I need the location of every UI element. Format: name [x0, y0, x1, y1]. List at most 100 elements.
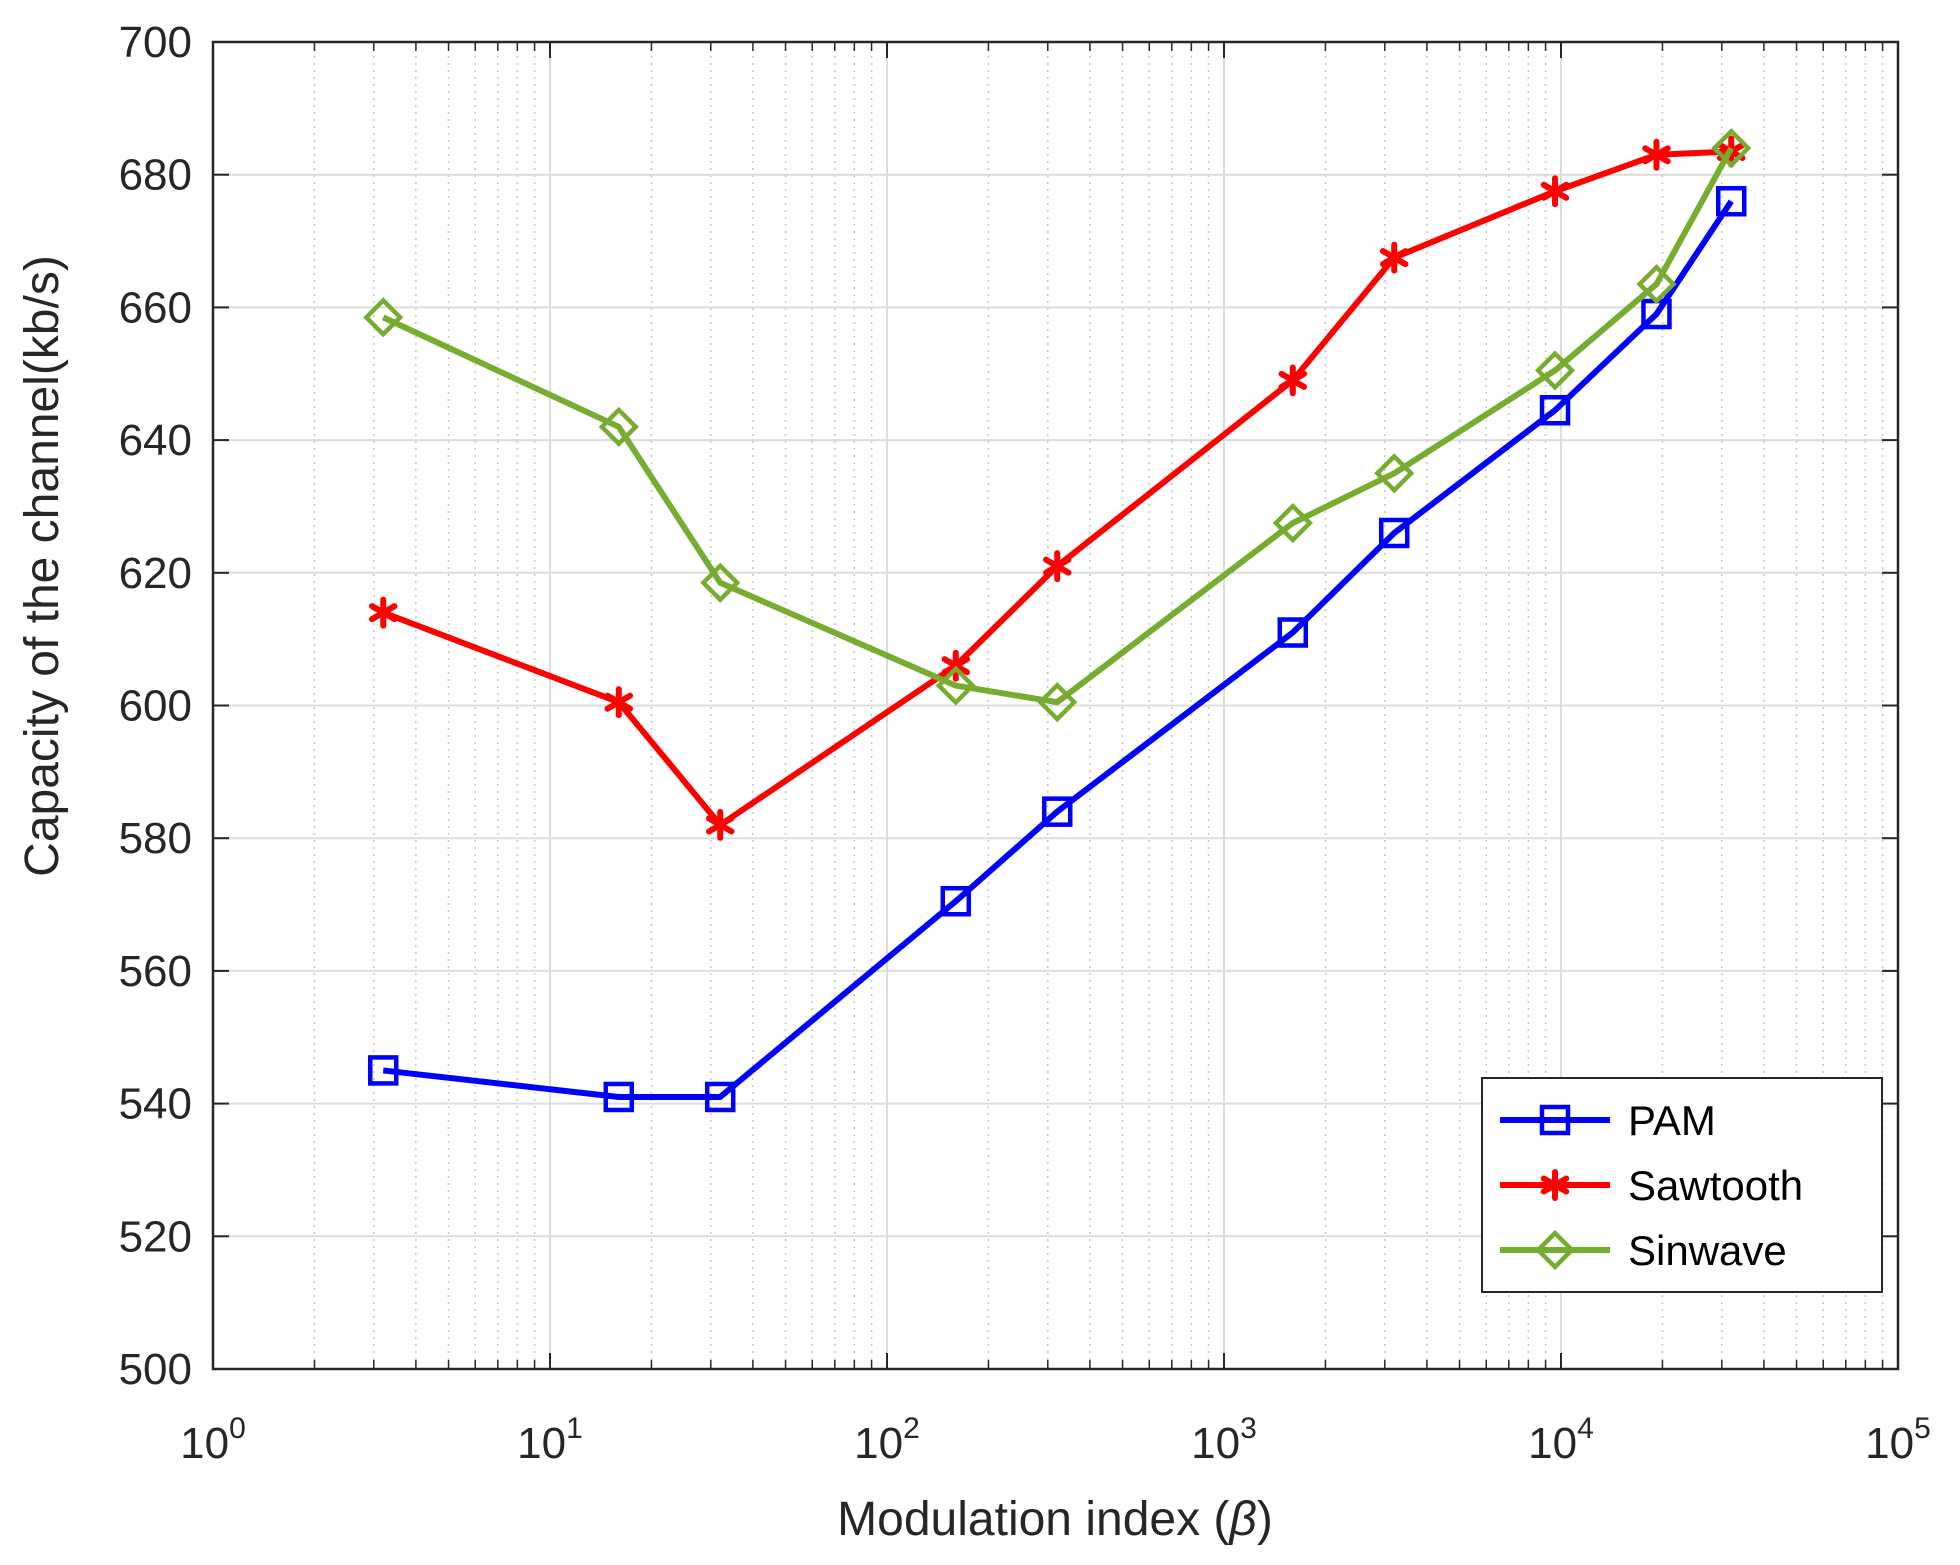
- asterisk-marker: [1278, 364, 1308, 397]
- series-sinwave: [363, 128, 1752, 723]
- asterisk-marker: [368, 596, 398, 629]
- y-tick-label: 500: [119, 1345, 192, 1394]
- diamond-marker: [935, 665, 976, 706]
- data-point: [940, 885, 972, 917]
- asterisk-core: [377, 606, 390, 619]
- series-line-sinwave: [381, 146, 1734, 706]
- diamond-marker: [363, 297, 404, 338]
- asterisk-marker: [1540, 175, 1570, 208]
- asterisk-marker: [604, 686, 634, 719]
- data-point: [1041, 796, 1073, 827]
- y-tick-label: 520: [119, 1212, 192, 1261]
- y-tick-label: 600: [119, 682, 192, 731]
- data-point: [1534, 350, 1576, 391]
- legend-label: Sawtooth: [1628, 1162, 1803, 1209]
- legend-label: PAM: [1628, 1097, 1716, 1144]
- data-point: [700, 562, 741, 603]
- x-tick-label-exponent: 4: [1577, 1412, 1594, 1445]
- y-tick-label: 540: [119, 1080, 192, 1129]
- data-point: [1540, 175, 1570, 208]
- x-tick-label: 102: [854, 1412, 920, 1468]
- x-axis-label-text: Modulation index (: [837, 1493, 1229, 1546]
- diamond-marker: [1534, 1229, 1576, 1271]
- data-point: [1378, 517, 1410, 549]
- data-point: [368, 596, 398, 629]
- x-tick-label: 103: [1191, 1412, 1257, 1468]
- square-marker: [603, 1081, 635, 1113]
- data-point: [1374, 453, 1415, 494]
- square-marker: [940, 885, 972, 917]
- data-point: [1711, 128, 1752, 169]
- asterisk-marker: [1379, 241, 1409, 274]
- asterisk-core: [1286, 374, 1299, 387]
- data-point: [1379, 241, 1409, 274]
- square-marker: [367, 1055, 399, 1086]
- y-tick-label: 620: [119, 549, 192, 598]
- diamond-marker: [598, 406, 639, 447]
- x-tick-label-exponent: 5: [1914, 1412, 1931, 1445]
- x-tick-labels: 100 101 102 103 104 105: [180, 1412, 1931, 1468]
- data-point: [1539, 394, 1571, 426]
- x-tick-label: 104: [1528, 1412, 1594, 1468]
- square-marker: [1539, 1104, 1571, 1136]
- y-tick-label: 560: [119, 947, 192, 996]
- legend: PAM Sawtooth Sinwave: [1481, 1077, 1883, 1293]
- diamond-marker: [1272, 502, 1313, 544]
- square-marker: [1539, 394, 1571, 426]
- data-point: [1042, 550, 1072, 583]
- data-point: [604, 686, 634, 719]
- data-point: [1642, 138, 1671, 171]
- series-line-pam: [382, 199, 1734, 1100]
- x-tick-label-base: 10: [854, 1419, 903, 1468]
- y-tick-label: 700: [119, 18, 192, 67]
- data-point: [1715, 185, 1747, 217]
- data-point: [367, 1055, 399, 1086]
- asterisk-core: [1051, 560, 1064, 573]
- diamond-marker: [1711, 128, 1752, 169]
- square-marker: [704, 1081, 736, 1113]
- diamond-marker: [1037, 682, 1078, 723]
- y-tick-label: 660: [119, 283, 192, 332]
- asterisk-marker: [1642, 138, 1671, 171]
- series-sawtooth: [368, 135, 1746, 841]
- asterisk-core: [1388, 251, 1401, 264]
- series-layer: [363, 128, 1752, 1113]
- square-marker: [1041, 796, 1073, 827]
- x-tick-label-base: 10: [517, 1419, 566, 1468]
- x-tick-label-base: 10: [1528, 1419, 1577, 1468]
- x-axis-label-symbol: β: [1227, 1493, 1256, 1546]
- data-point: [1037, 682, 1078, 723]
- asterisk-marker: [705, 808, 735, 841]
- data-point: [598, 406, 639, 447]
- asterisk-core: [1650, 148, 1663, 161]
- x-axis-label-suffix: ): [1257, 1493, 1273, 1546]
- legend-item-sawtooth: Sawtooth: [1500, 1162, 1803, 1209]
- x-tick-label-exponent: 2: [903, 1412, 920, 1445]
- x-tick-label-exponent: 0: [229, 1412, 246, 1445]
- asterisk-core: [1549, 1179, 1561, 1191]
- asterisk-marker: [1540, 1169, 1570, 1201]
- x-tick-label-base: 10: [1865, 1419, 1914, 1468]
- x-tick-label-base: 10: [1191, 1419, 1240, 1468]
- square-marker: [1277, 617, 1309, 648]
- x-tick-label-base: 10: [180, 1419, 229, 1468]
- y-tick-label: 680: [119, 151, 192, 200]
- data-point: [705, 808, 735, 841]
- diamond-marker: [1534, 350, 1576, 391]
- y-tick-label: 580: [119, 814, 192, 863]
- diamond-marker: [1636, 264, 1677, 305]
- x-tick-label: 105: [1865, 1412, 1931, 1468]
- diamond-marker: [700, 562, 741, 603]
- series-line-sawtooth: [382, 148, 1732, 828]
- square-marker: [1378, 517, 1410, 549]
- x-tick-label-exponent: 3: [1240, 1412, 1257, 1445]
- y-tick-label: 640: [119, 416, 192, 465]
- legend-label: Sinwave: [1628, 1227, 1787, 1274]
- legend-item-sinwave: Sinwave: [1500, 1227, 1787, 1274]
- data-point: [1636, 264, 1677, 305]
- y-axis-label: Capacity of the channel(kb/s): [16, 255, 69, 877]
- x-tick-label-exponent: 1: [566, 1412, 583, 1445]
- x-tick-label: 101: [517, 1412, 583, 1468]
- series-pam: [367, 185, 1747, 1113]
